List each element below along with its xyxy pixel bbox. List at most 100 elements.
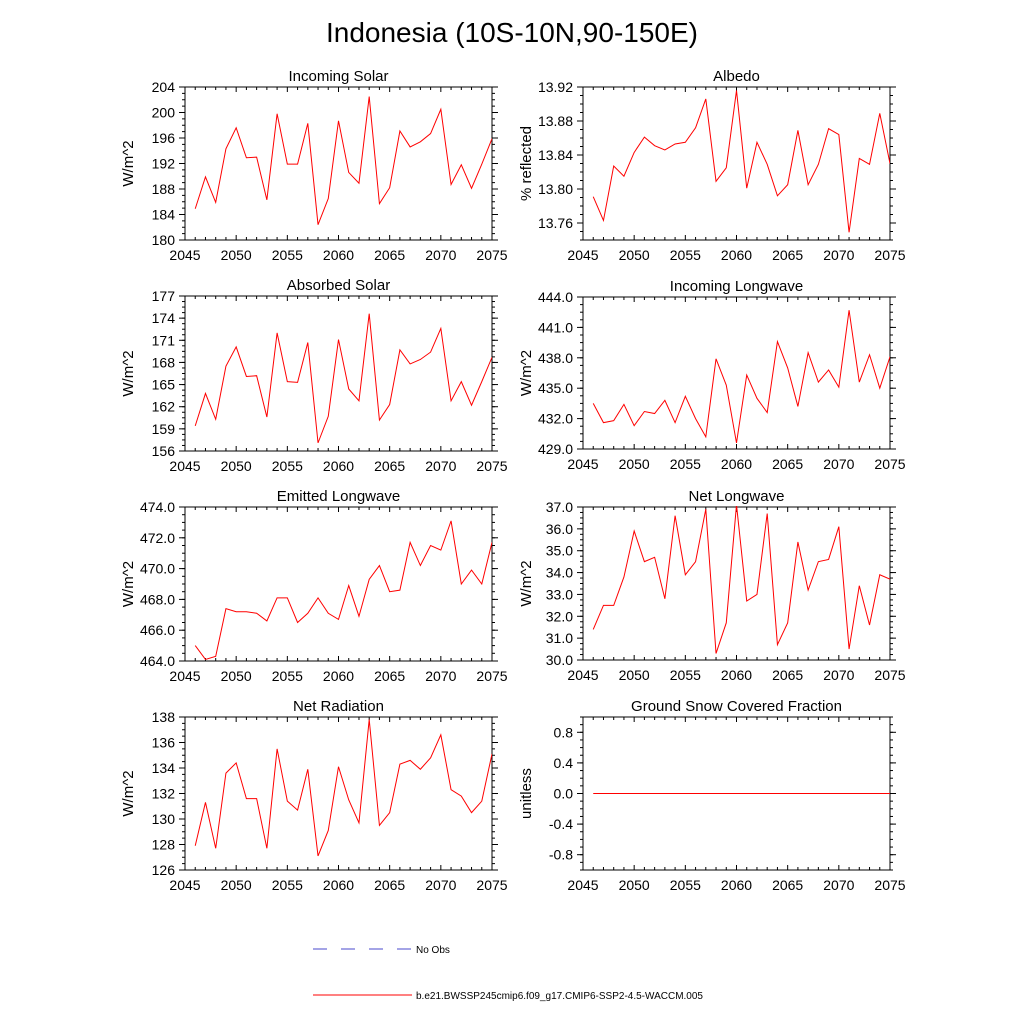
x-tick-label: 2060	[721, 247, 752, 263]
x-tick-label: 2070	[425, 458, 456, 474]
series-line-net-longwave	[592, 506, 890, 654]
series-line-incoming-longwave	[592, 310, 890, 444]
y-axis-label-albedo: % reflected	[518, 126, 535, 201]
plot-frame-net-radiation	[184, 716, 493, 871]
y-tick-label: 468.0	[140, 591, 175, 607]
x-tick-label: 2045	[169, 458, 200, 474]
y-tick-label: 162	[152, 399, 176, 415]
y-axis-label-net-longwave: W/m^2	[518, 560, 535, 606]
y-tick-label: 0.4	[554, 755, 574, 771]
x-tick-label: 2065	[772, 247, 803, 263]
x-tick-label: 2060	[323, 247, 354, 263]
y-axis-label-net-radiation: W/m^2	[120, 770, 137, 816]
y-tick-label: 432.0	[538, 411, 573, 427]
x-tick-label: 2055	[272, 668, 303, 684]
x-tick-label: 2060	[323, 668, 354, 684]
x-tick-label: 2065	[772, 456, 803, 472]
x-tick-label: 2075	[476, 458, 507, 474]
x-tick-label: 2060	[721, 877, 752, 893]
x-tick-label: 2050	[619, 877, 650, 893]
y-tick-label: 159	[152, 421, 176, 437]
panel-title-albedo: Albedo	[713, 68, 760, 85]
x-tick-label: 2060	[721, 456, 752, 472]
x-tick-label: 2070	[823, 877, 854, 893]
panel-title-absorbed-solar: Absorbed Solar	[287, 277, 390, 294]
y-tick-label: 13.76	[538, 215, 573, 231]
x-tick-label: 2055	[670, 456, 701, 472]
y-tick-label: 30.0	[546, 652, 573, 668]
y-tick-label: 132	[152, 786, 176, 802]
panel-absorbed-solar: Absorbed Solar 2045 2050 2055 2060 2065 2070 20…	[120, 277, 508, 474]
y-tick-label: 441.0	[538, 319, 573, 335]
x-tick-label: 2055	[272, 877, 303, 893]
y-tick-label: 0.0	[554, 786, 574, 802]
x-tick-label: 2065	[772, 667, 803, 683]
y-tick-label: 165	[152, 377, 176, 393]
x-tick-label: 2065	[772, 877, 803, 893]
panel-incoming-solar: Incoming Solar 2045 2050 2055 2060 2065 2070 20…	[120, 68, 508, 263]
y-tick-label: 33.0	[546, 586, 573, 602]
y-tick-label: 13.92	[538, 79, 573, 95]
x-tick-label: 2065	[374, 247, 405, 263]
y-tick-label: 438.0	[538, 350, 573, 366]
series-line-absorbed-solar	[194, 313, 492, 444]
x-tick-label: 2045	[567, 877, 598, 893]
plot-frame-emitted-longwave	[184, 506, 493, 662]
x-tick-label: 2075	[874, 877, 905, 893]
y-tick-label: 138	[152, 709, 176, 725]
y-axis-label-incoming-longwave: W/m^2	[518, 350, 535, 396]
panel-incoming-longwave: Incoming Longwave 2045 2050 2055 2060 2065 207…	[518, 278, 906, 472]
x-tick-label: 2050	[619, 667, 650, 683]
y-tick-label: 184	[152, 207, 176, 223]
y-tick-label: 466.0	[140, 622, 175, 638]
y-axis-label-absorbed-solar: W/m^2	[120, 350, 137, 396]
y-tick-label: 444.0	[538, 289, 573, 305]
series-line-incoming-solar	[194, 96, 492, 225]
x-tick-label: 2045	[169, 247, 200, 263]
y-tick-label: 37.0	[546, 499, 573, 515]
x-tick-label: 2070	[425, 877, 456, 893]
x-tick-label: 2075	[476, 877, 507, 893]
y-tick-label: 31.0	[546, 630, 573, 646]
y-tick-label: 200	[152, 105, 176, 121]
y-tick-label: 470.0	[140, 561, 175, 577]
x-tick-label: 2055	[670, 247, 701, 263]
x-tick-label: 2055	[670, 667, 701, 683]
y-tick-label: 36.0	[546, 521, 573, 537]
x-tick-label: 2075	[476, 668, 507, 684]
y-tick-label: -0.8	[549, 847, 573, 863]
y-tick-label: 171	[152, 332, 176, 348]
panel-title-emitted-longwave: Emitted Longwave	[277, 488, 400, 505]
y-axis-label-incoming-solar: W/m^2	[120, 140, 137, 186]
x-tick-label: 2045	[567, 456, 598, 472]
y-axis-label-emitted-longwave: W/m^2	[120, 561, 137, 607]
series-line-net-radiation	[194, 719, 492, 857]
x-tick-label: 2045	[169, 877, 200, 893]
y-tick-label: 34.0	[546, 565, 573, 581]
panel-net-radiation: Net Radiation 2045 2050 2055 2060 2065 2070 207…	[120, 698, 508, 893]
y-axis-label-ground-snow-covered-fraction: unitless	[518, 768, 535, 819]
y-tick-label: 188	[152, 181, 176, 197]
legend-obs-label: No Obs	[416, 945, 450, 956]
y-tick-label: 196	[152, 130, 176, 146]
x-tick-label: 2060	[721, 667, 752, 683]
panel-title-incoming-solar: Incoming Solar	[288, 68, 388, 85]
x-tick-label: 2070	[425, 247, 456, 263]
x-tick-label: 2050	[221, 458, 252, 474]
y-tick-label: 130	[152, 811, 176, 827]
x-tick-label: 2075	[874, 667, 905, 683]
panel-grid: Incoming Solar 2045 2050 2055 2060 2065 2070 20…	[120, 68, 906, 893]
y-tick-label: 13.88	[538, 113, 573, 129]
series-line-albedo	[592, 90, 890, 233]
x-tick-label: 2065	[374, 668, 405, 684]
plot-frame-incoming-longwave	[582, 296, 891, 450]
legend-model-label: b.e21.BWSSP245cmip6.f09_g17.CMIP6-SSP2-4…	[416, 991, 703, 1002]
x-tick-label: 2075	[476, 247, 507, 263]
plot-frame-absorbed-solar	[184, 295, 493, 452]
x-tick-label: 2045	[169, 668, 200, 684]
y-tick-label: 134	[152, 760, 176, 776]
x-tick-label: 2065	[374, 877, 405, 893]
x-tick-label: 2065	[374, 458, 405, 474]
panel-ground-snow-covered-fraction: Ground Snow Covered Fraction 2045 2050 2055…	[518, 698, 906, 893]
